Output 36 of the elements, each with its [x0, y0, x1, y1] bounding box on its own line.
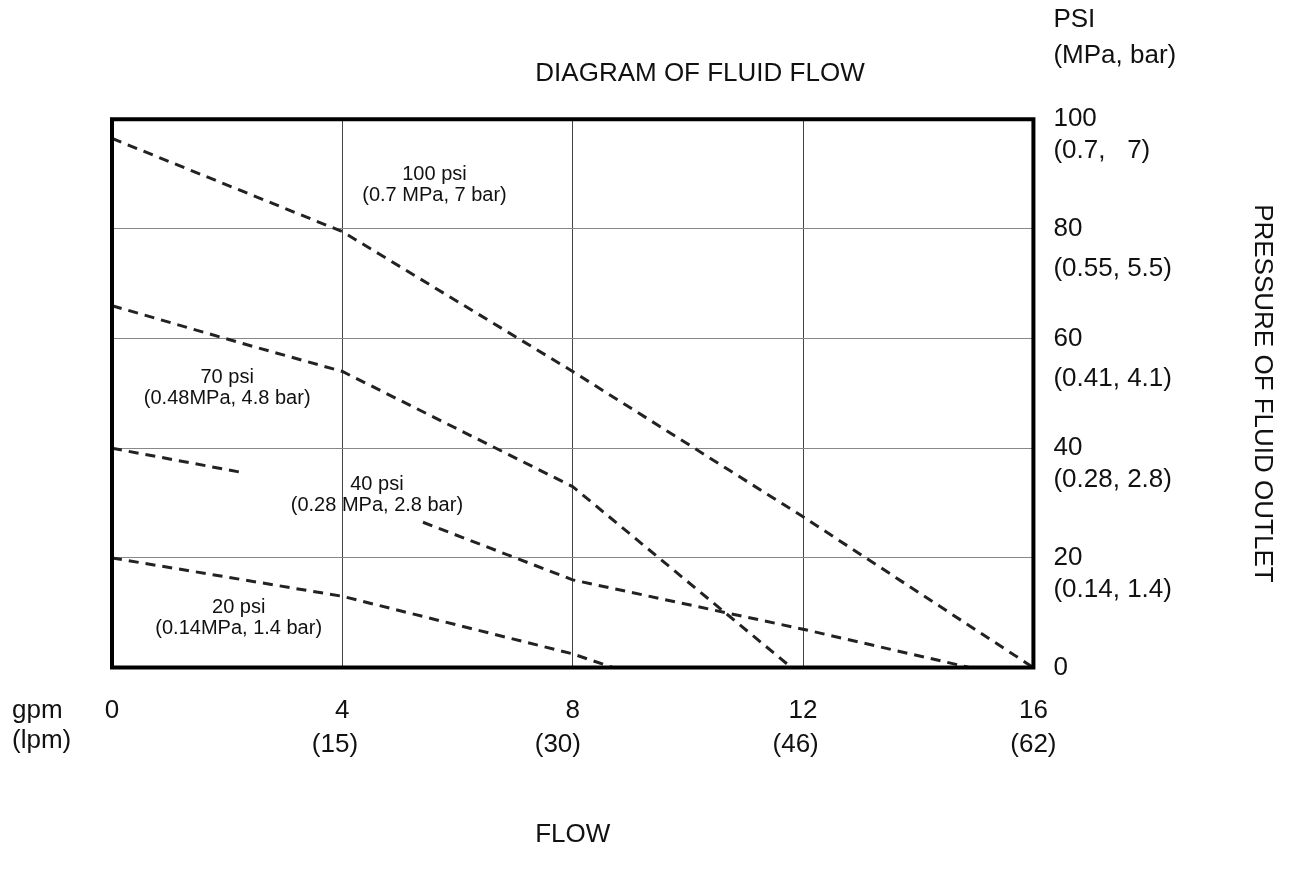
chart-title: DIAGRAM OF FLUID FLOW — [535, 56, 866, 87]
x-tick-label: 12 — [788, 694, 818, 725]
annotation: 20 psi (0.14MPa, 1.4 bar) — [155, 595, 323, 639]
y-tick-label: 60 — [1053, 321, 1083, 352]
line-series — [112, 556, 615, 668]
x2-tick-label: (30) — [534, 727, 581, 758]
text: gpm (lpm) — [12, 693, 72, 754]
x-axis-title: FLOW — [535, 817, 611, 848]
y3-tick-label: 2.8) — [1127, 463, 1172, 494]
y3-axis-title: PRESSURE OF FLUID OUTLET — [1249, 204, 1280, 583]
y2-tick-label: (0.7, — [1053, 134, 1106, 165]
y2-tick-label: (0.14, — [1053, 573, 1120, 604]
y3-tick-label: 5.5) — [1127, 251, 1172, 282]
y-tick-label: 20 — [1053, 541, 1083, 572]
x2-tick-label: (15) — [311, 727, 359, 758]
y-tick-label: 80 — [1053, 212, 1083, 243]
y3-tick-label: 7) — [1127, 134, 1151, 165]
y2-tick-label: (0.55, — [1053, 251, 1120, 282]
x2-tick-label: (62) — [1010, 727, 1057, 758]
y2-tick-label: (0.28, — [1053, 463, 1120, 494]
annotation: 100 psi (0.7 MPa, 7 bar) — [362, 162, 507, 206]
x-tick-label: 16 — [1018, 694, 1048, 725]
line-series — [112, 136, 1034, 668]
y-tick-label: 100 — [1053, 102, 1097, 133]
x2-tick-label: (46) — [772, 727, 819, 758]
y3-tick-label: 4.1) — [1127, 361, 1172, 392]
x-tick-label: 0 — [104, 694, 120, 725]
y3-tick-label: 1.4) — [1127, 573, 1172, 604]
y-tick-label: 0 — [1053, 650, 1068, 681]
text: PSI (MPa, bar) — [1053, 3, 1177, 70]
annotation: 70 psi (0.48MPa, 4.8 bar) — [143, 364, 311, 408]
annotation: 40 psi (0.28 MPa, 2.8 bar) — [290, 471, 464, 515]
x-tick-label: 8 — [565, 694, 580, 725]
y-tick-label: 40 — [1053, 431, 1083, 462]
y2-tick-label: (0.41, — [1053, 361, 1120, 392]
x-tick-label: 4 — [335, 694, 350, 725]
